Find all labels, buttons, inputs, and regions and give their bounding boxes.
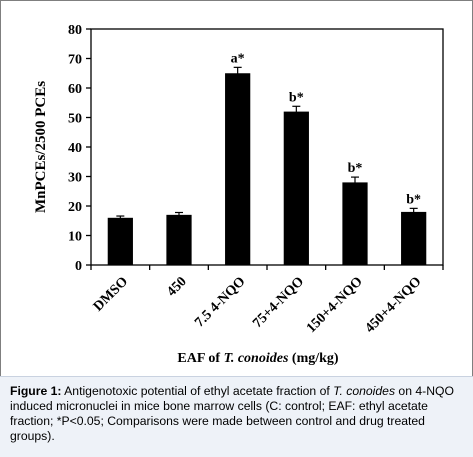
x-tick-label: 75+4-NQO (250, 274, 307, 331)
caption-label: Figure 1: (10, 384, 62, 398)
y-tick-label: 20 (68, 200, 82, 215)
y-axis-label: MnPCEs/2500 PCEs (33, 81, 49, 213)
plot-frame (90, 28, 444, 266)
significance-label: b* (289, 90, 304, 105)
bar (342, 182, 368, 265)
figure-caption: Figure 1: Antigenotoxic potential of eth… (0, 376, 473, 457)
x-tick-label: DMSO (91, 274, 131, 314)
bar (401, 211, 427, 265)
y-tick-label: 30 (68, 171, 82, 186)
x-axis-label: EAF of T. conoides (mg/kg) (177, 351, 338, 366)
y-tick-label: 80 (68, 23, 82, 38)
y-tick-label: 10 (68, 230, 82, 245)
y-tick-label: 50 (68, 112, 82, 127)
bar-chart: 0 10 20 30 40 50 60 70 80 DMSO 450 a* 7.5 4-NQO b* 75+… (33, 23, 444, 366)
x-axis-label-suffix: (mg/kg) (288, 351, 339, 366)
significance-label: b* (348, 161, 363, 176)
bar (166, 214, 192, 265)
y-tick-label: 70 (68, 53, 82, 68)
y-tick-label: 0 (75, 259, 82, 274)
bar (225, 73, 251, 265)
x-tick-label: 450 (164, 274, 189, 299)
y-tick-label: 60 (68, 82, 82, 97)
caption-text-2: on 4-NQO induced micronuclei in mice bon… (10, 384, 454, 443)
bar (107, 217, 133, 265)
caption-text-1: Antigenotoxic potential of ethyl acetate… (61, 384, 334, 398)
bar (283, 111, 309, 265)
caption-species: T. conoides (333, 384, 396, 398)
x-tick-label: 150+4-NQO (304, 274, 366, 336)
x-tick-label: 450+4-NQO (363, 274, 425, 336)
significance-label: a* (231, 51, 245, 66)
x-axis-label-species: T. conoides (224, 351, 289, 366)
significance-label: b* (406, 192, 421, 207)
x-axis-label-prefix: EAF of (177, 351, 223, 366)
y-tick-label: 40 (68, 141, 82, 156)
x-tick-label: 7.5 4-NQO (192, 274, 248, 330)
